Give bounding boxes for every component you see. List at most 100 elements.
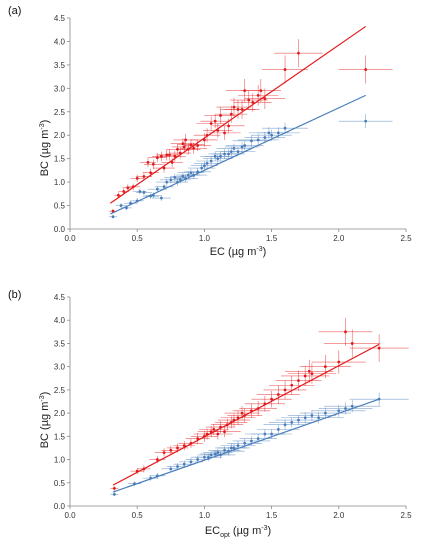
- data-point: [303, 374, 307, 378]
- data-series: [110, 392, 409, 497]
- data-point: [162, 451, 166, 454]
- data-point: [232, 146, 236, 150]
- x-tick-label: 0.5: [132, 511, 144, 520]
- data-point: [178, 178, 182, 182]
- data-point: [192, 146, 196, 150]
- data-point: [350, 342, 354, 345]
- data-point: [155, 187, 159, 191]
- data-point: [229, 112, 233, 116]
- data-point: [196, 144, 200, 147]
- data-series: [108, 25, 393, 214]
- y-tick-label: 4.0: [54, 316, 66, 325]
- data-point: [307, 369, 311, 373]
- data-point: [270, 432, 273, 436]
- data-point: [142, 191, 146, 194]
- data-point: [196, 458, 200, 461]
- data-point: [310, 372, 314, 376]
- data-point: [212, 427, 216, 431]
- x-tick-label: 1.0: [199, 234, 211, 243]
- data-point: [135, 176, 139, 180]
- data-point: [111, 215, 115, 219]
- x-axis-label: EC (µg m-3): [210, 246, 267, 258]
- data-point: [159, 196, 163, 200]
- data-point: [155, 156, 159, 160]
- panel-label: (b): [8, 289, 21, 301]
- data-point: [182, 444, 186, 448]
- y-tick-label: 1.5: [54, 432, 66, 441]
- data-point: [176, 446, 179, 450]
- data-point: [173, 154, 177, 158]
- data-point: [350, 404, 354, 408]
- data-point: [236, 444, 240, 448]
- data-point: [317, 416, 321, 420]
- data-point: [297, 418, 300, 422]
- data-point: [176, 465, 179, 468]
- y-tick-label: 2.5: [54, 386, 66, 395]
- y-tick-label: 0.0: [54, 502, 66, 511]
- y-tick-label: 3.5: [54, 339, 66, 348]
- x-tick-label: 0.0: [64, 511, 76, 520]
- x-tick-label: 2.5: [400, 511, 412, 520]
- data-point: [219, 154, 222, 158]
- data-point: [297, 51, 300, 55]
- x-axis-label: ECopt (µg m-3): [205, 525, 271, 539]
- y-tick-label: 1.0: [54, 178, 66, 187]
- x-tick-label: 2.5: [400, 234, 412, 243]
- y-tick-label: 4.5: [54, 293, 66, 302]
- data-point: [263, 97, 267, 101]
- data-point: [223, 430, 226, 434]
- data-point: [203, 164, 206, 168]
- data-point: [323, 365, 327, 369]
- data-point: [297, 379, 300, 382]
- data-point: [290, 421, 294, 424]
- y-tick-label: 3.5: [54, 61, 66, 70]
- regression-line: [109, 25, 367, 204]
- data-point: [149, 171, 153, 175]
- data-point: [159, 154, 163, 158]
- data-point: [209, 122, 213, 125]
- data-point: [236, 150, 240, 154]
- data-point: [168, 153, 171, 157]
- y-tick-label: 4.0: [54, 37, 66, 46]
- y-tick-label: 0.5: [54, 202, 66, 211]
- data-point: [169, 467, 173, 471]
- data-point: [259, 89, 263, 93]
- data-point: [223, 131, 226, 135]
- data-point: [146, 161, 150, 164]
- data-point: [337, 409, 341, 413]
- data-point: [112, 492, 116, 496]
- data-point: [184, 138, 187, 142]
- data-point: [216, 432, 220, 436]
- x-tick-label: 2.0: [333, 234, 345, 243]
- data-point: [181, 175, 185, 178]
- y-tick-label: 2.5: [54, 108, 66, 117]
- data-point: [155, 458, 159, 461]
- data-point: [227, 152, 230, 156]
- y-tick-label: 2.0: [54, 409, 66, 418]
- data-point: [169, 448, 173, 452]
- data-point: [270, 397, 273, 401]
- regression-line: [112, 343, 380, 486]
- data-point: [323, 411, 327, 415]
- x-tick-label: 1.5: [266, 234, 278, 243]
- y-tick-label: 2.0: [54, 131, 66, 140]
- data-point: [122, 190, 126, 193]
- data-point: [344, 330, 347, 334]
- data-point: [182, 145, 186, 149]
- y-tick-label: 4.5: [54, 14, 66, 23]
- data-point: [182, 462, 186, 466]
- data-point: [263, 136, 267, 139]
- data-point: [189, 460, 193, 464]
- data-point: [310, 414, 314, 417]
- data-point: [240, 411, 244, 415]
- data-point: [250, 439, 253, 443]
- data-point: [283, 388, 287, 392]
- data-point: [240, 108, 244, 111]
- chart-panel-a: (a) BC (µg m-3) EC (µg m-3) 0.0 0.5 1.0 1.5…: [8, 5, 412, 258]
- y-axis-label: BC (µg m-3): [39, 120, 51, 177]
- y-tick-label: 1.0: [54, 456, 66, 465]
- regression-line: [112, 398, 380, 493]
- data-point: [243, 144, 247, 147]
- data-point: [276, 427, 280, 431]
- data-point: [116, 193, 120, 197]
